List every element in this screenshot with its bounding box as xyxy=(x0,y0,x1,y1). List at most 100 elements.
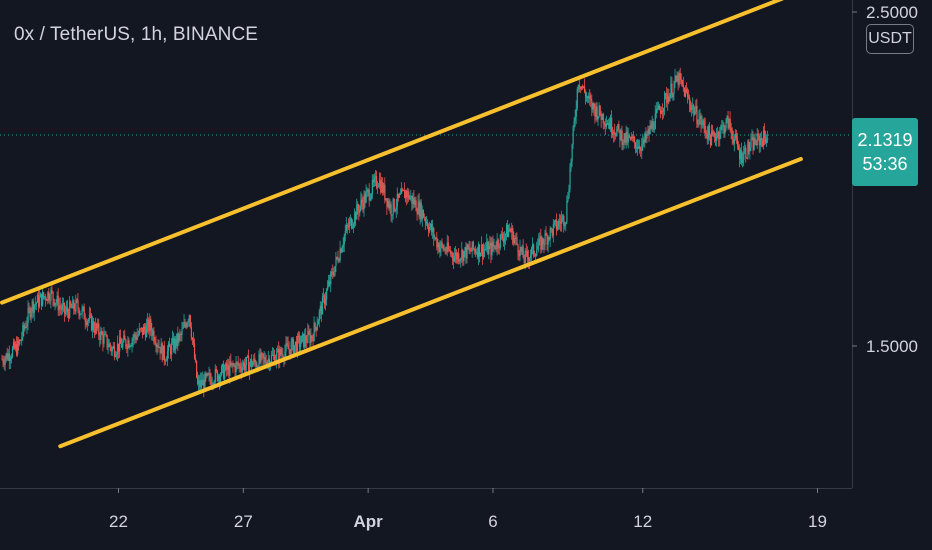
candle-body xyxy=(526,251,529,258)
candle-body xyxy=(176,333,178,347)
x-tick-label: 22 xyxy=(109,512,128,531)
candle-body xyxy=(547,237,549,245)
candle-body xyxy=(109,343,111,348)
candle-body xyxy=(142,326,145,335)
candle-body xyxy=(748,141,750,152)
candle-body xyxy=(382,182,384,194)
candle-body xyxy=(565,221,567,225)
candle-body xyxy=(264,357,266,363)
candle-body xyxy=(238,364,240,366)
candle-body xyxy=(357,204,359,210)
candle-body xyxy=(148,319,150,332)
candle-body xyxy=(410,195,412,198)
candle-body xyxy=(367,189,369,191)
candle-body xyxy=(492,241,494,247)
candle-body xyxy=(420,202,422,220)
candle-body xyxy=(69,301,71,318)
candle-body xyxy=(501,233,504,239)
candle-body xyxy=(726,116,728,120)
candle-body xyxy=(644,133,646,143)
currency-button[interactable]: USDT xyxy=(866,24,914,54)
candle-body xyxy=(617,124,619,130)
candle-body xyxy=(31,301,33,311)
candle-body xyxy=(293,345,295,354)
candle-body xyxy=(434,237,436,239)
candle-body xyxy=(315,327,317,331)
candle-body xyxy=(149,319,151,332)
candle-body xyxy=(421,209,423,220)
candle-body xyxy=(308,331,310,334)
candle-body xyxy=(39,293,42,298)
candle-body xyxy=(759,138,762,146)
candle-body xyxy=(87,319,90,322)
candle-body xyxy=(515,237,517,239)
candle-body xyxy=(256,366,258,368)
candle-body xyxy=(536,249,538,256)
candle-body xyxy=(546,235,548,245)
candle-body xyxy=(740,150,742,160)
candle-body xyxy=(371,179,374,195)
candle-body xyxy=(633,136,636,143)
candle-body xyxy=(686,91,689,97)
lower-channel-line[interactable] xyxy=(58,156,803,449)
candle-body xyxy=(568,189,570,198)
candle-body xyxy=(218,375,221,382)
candle-body xyxy=(443,248,445,250)
candle-body xyxy=(746,157,748,159)
candle-body xyxy=(316,324,318,331)
candle-body xyxy=(739,150,741,160)
candle-body xyxy=(239,364,241,369)
candle-body xyxy=(45,296,47,301)
candle-body xyxy=(767,138,769,140)
candle-body xyxy=(630,136,633,140)
bar-countdown: 53:36 xyxy=(862,154,908,174)
upper-channel-line[interactable] xyxy=(0,0,784,305)
candle-body xyxy=(409,197,411,200)
candle-body xyxy=(466,244,468,259)
candle-body xyxy=(431,224,433,233)
x-tick-label: Apr xyxy=(354,512,384,531)
candle-body xyxy=(333,274,335,276)
candle-body xyxy=(657,105,660,109)
candle-body xyxy=(615,134,617,137)
candle-body xyxy=(250,359,252,365)
candle-body xyxy=(485,249,487,251)
candle-body xyxy=(129,345,131,348)
candle-body xyxy=(260,352,262,362)
candle-body xyxy=(741,150,743,163)
candle-body xyxy=(439,247,441,252)
candle-body xyxy=(596,106,598,120)
candle-body xyxy=(296,335,299,352)
candle-body xyxy=(490,242,492,256)
candle-body xyxy=(603,123,605,125)
candle-body xyxy=(681,80,683,86)
candle-body xyxy=(21,337,23,341)
candle-body xyxy=(715,137,717,141)
candle-body xyxy=(737,146,740,151)
candle-body xyxy=(206,373,208,377)
candle-body xyxy=(745,147,747,158)
candle-body xyxy=(595,106,597,117)
candle-body xyxy=(476,252,479,258)
candle-body xyxy=(601,113,603,120)
x-axis[interactable]: 22 27 Apr 6 12 19 xyxy=(109,488,827,531)
candle-body xyxy=(636,147,638,149)
candle-body xyxy=(619,129,621,140)
candle-body xyxy=(711,131,714,135)
candle-body xyxy=(763,130,766,138)
candle-body xyxy=(720,126,722,135)
candle-body xyxy=(82,306,84,309)
candle-body xyxy=(340,248,342,253)
candle-body xyxy=(587,96,589,99)
candle-body xyxy=(89,314,92,316)
candle-body xyxy=(702,120,704,124)
candle-body xyxy=(628,135,630,137)
candle-body xyxy=(456,252,458,260)
candle-body xyxy=(51,290,53,292)
candle-body xyxy=(224,369,226,379)
candle-body xyxy=(684,89,687,97)
candle-body xyxy=(348,221,351,228)
candle-body xyxy=(599,105,601,115)
candle-body xyxy=(262,353,264,358)
